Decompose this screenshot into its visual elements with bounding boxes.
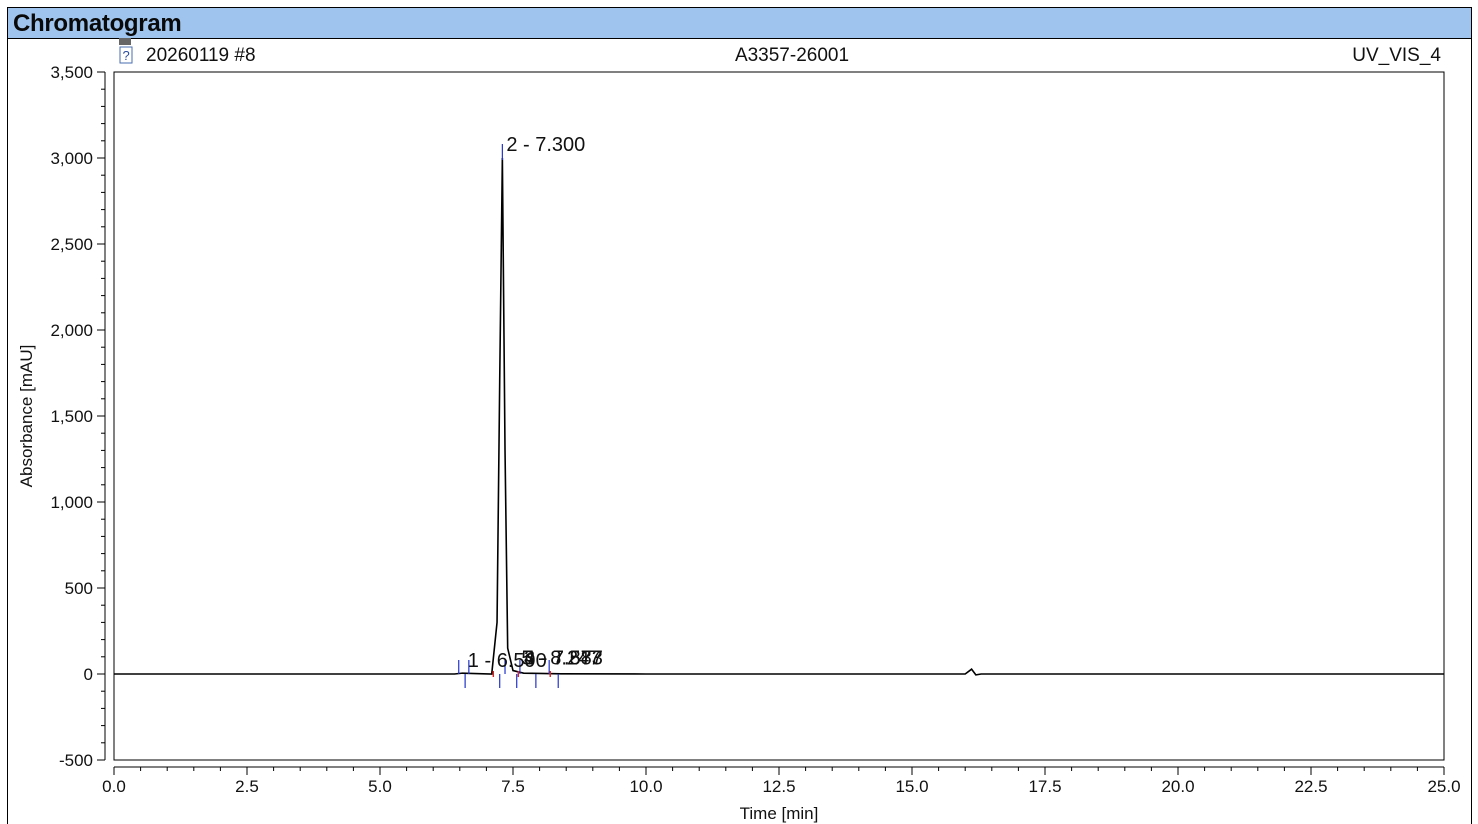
- x-tick-label: 25.0: [1427, 777, 1460, 796]
- y-axis: -500 0 500 1,000 1,500 2,000 2,500 3,000 3,500: [50, 63, 106, 770]
- x-axis-label: Time [min]: [740, 804, 819, 823]
- chromatogram-trace: [114, 157, 1444, 676]
- plot-area: [113, 71, 1445, 761]
- y-tick-label: 500: [65, 579, 93, 598]
- header-row: ? 20260119 #8 A3357-26001 UV_VIS_4: [119, 38, 1441, 66]
- y-tick-label: -500: [59, 751, 93, 770]
- peak-label-2: 2 - 7.300: [506, 134, 585, 156]
- chromatogram-frame: [7, 7, 1472, 824]
- y-tick-label: 1,000: [50, 493, 93, 512]
- x-tick-label: 0.0: [102, 777, 126, 796]
- section-title-bar: [8, 8, 1471, 39]
- y-tick-label: 2,000: [50, 321, 93, 340]
- peak-label-4: 4 - 7.877: [524, 648, 603, 670]
- y-tick-label: 1,500: [50, 407, 93, 426]
- peak-label-5: 5 - 8.247: [521, 648, 600, 670]
- x-tick-label: 5.0: [368, 777, 392, 796]
- y-tick-label: 3,500: [50, 63, 93, 82]
- x-tick-label: 10.0: [629, 777, 662, 796]
- section-title: Chromatogram: [13, 10, 182, 37]
- x-tick-label: 15.0: [895, 777, 928, 796]
- series-layer: [114, 157, 1444, 676]
- y-axis-label: Absorbance [mAU]: [17, 345, 36, 488]
- x-tick-label: 2.5: [235, 777, 259, 796]
- sample-name-label: A3357-26001: [735, 45, 849, 66]
- peak-label-3: 3 - 7.583: [524, 648, 603, 670]
- x-axis: 0.0 2.5 5.0 7.5 10.0 12.5 15.0 17.5 20.0 22.5 25.0: [102, 766, 1461, 796]
- x-tick-label: 17.5: [1028, 777, 1061, 796]
- sample-label: 20260119 #8: [146, 45, 256, 66]
- x-tick-label: 7.5: [501, 777, 525, 796]
- y-tick-label: 0: [84, 665, 93, 684]
- peak-label-1: 1 - 6.590: [468, 650, 547, 672]
- question-mark-glyph: ?: [123, 48, 130, 63]
- x-tick-label: 22.5: [1294, 777, 1327, 796]
- x-tick-label: 12.5: [762, 777, 795, 796]
- x-tick-label: 20.0: [1161, 777, 1194, 796]
- peak-marks-layer: [458, 144, 559, 688]
- sample-status-icon: ?: [119, 38, 133, 64]
- channel-label: UV_VIS_4: [1352, 45, 1441, 66]
- y-tick-label: 3,000: [50, 149, 93, 168]
- y-tick-label: 2,500: [50, 235, 93, 254]
